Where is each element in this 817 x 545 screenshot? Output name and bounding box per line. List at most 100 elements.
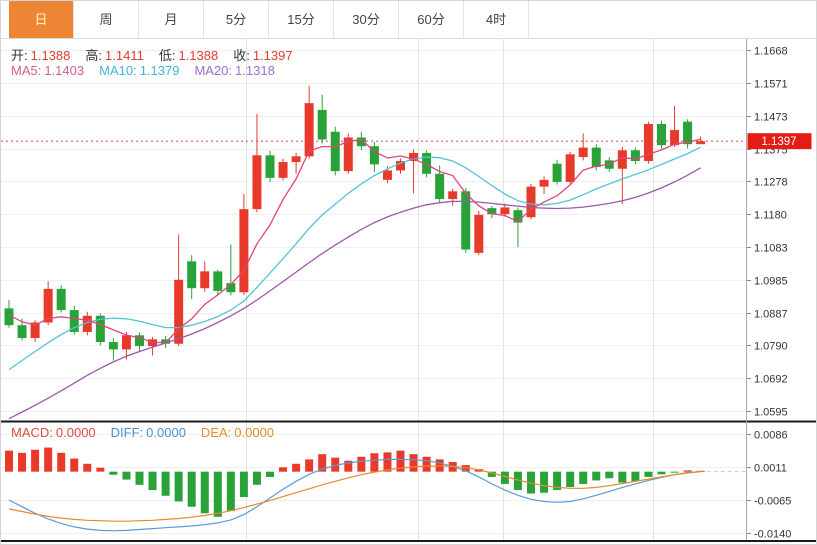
tab-hour4[interactable]: 4时 [464,1,529,38]
macd-tick-label: -0.0140 [754,529,791,541]
tab-min5[interactable]: 5分 [204,1,269,38]
candle-body [265,155,275,178]
candle-body [526,186,536,218]
price-tick-label: 1.1571 [754,79,788,91]
tab-min15[interactable]: 15分 [269,1,334,38]
macd-bar [592,471,601,481]
macd-bar [513,471,522,491]
macd-bar [57,452,66,472]
candle-body [643,124,653,162]
candle-body [630,150,640,162]
macd-bar [226,471,235,512]
price-tick-label: 1.0985 [754,276,788,288]
macd-bar [187,471,196,507]
price-tick-label: 1.1180 [754,210,787,222]
macd-bar [657,471,666,475]
ma10-line [8,146,701,371]
macd-bar [566,471,575,488]
macd-bar [409,454,418,472]
candle-body [565,154,575,182]
tab-week[interactable]: 周 [74,1,139,38]
candle-body [82,315,92,332]
candle-body [135,335,144,347]
macd-bar [200,471,209,514]
macd-bar [109,471,118,475]
candle-body [696,141,706,145]
macd-bar [96,467,105,472]
macd-bar [696,470,705,472]
candle-body [187,261,197,289]
macd-bar [279,467,288,472]
macd-bar [605,471,614,479]
candle-body [382,170,392,180]
candle-body [200,271,210,289]
candle-body [30,322,40,338]
candle-body [657,124,666,146]
macd-bar [331,457,340,472]
candle-body [500,207,510,215]
price-tick-label: 1.1668 [754,46,788,58]
candle-body [69,310,79,332]
candle-body [474,214,484,253]
macd-tick-label: -0.0065 [754,496,791,508]
tab-min60[interactable]: 60分 [399,1,464,38]
candles [4,85,706,361]
macd-bar [579,471,588,484]
candle-body [174,279,184,344]
candle-body [578,147,588,157]
candle-body [43,288,53,323]
candle-body [396,161,405,171]
macd-bar [252,471,261,485]
macd-bar [70,458,79,472]
macd-bar [83,463,92,472]
candle-body [461,191,471,250]
candle-body [304,103,314,157]
price-tick-label: 1.1083 [754,243,788,255]
macd-tick-label: 0.0086 [754,430,788,442]
macd-bar [239,471,248,498]
price-gridlines [1,50,751,412]
macd-bar [174,471,183,502]
macd-bar [396,450,405,472]
macd-bar [540,471,549,493]
candle-body [539,179,549,187]
tab-min30[interactable]: 30分 [334,1,399,38]
candle-body [448,191,458,200]
last-price-badge-text: 1.1397 [761,136,796,148]
candle-body [278,162,288,178]
candle-body [17,325,27,338]
macd-bar [305,459,314,472]
candle-body [409,152,419,162]
macd-bar [266,471,274,477]
tab-month[interactable]: 月 [139,1,204,38]
ma20-line [8,167,701,420]
price-tick-label: 1.1278 [754,177,788,189]
dea-line [8,465,701,522]
macd-bar [344,460,353,472]
macd-bar [292,463,301,472]
price-tick-label: 1.1473 [754,112,788,124]
candle-body [330,131,340,172]
macd-bar [500,471,509,484]
macd-bar [135,471,144,485]
price-tick-label: 1.0692 [754,374,788,386]
candle-body [552,163,562,182]
macd-bar [122,471,131,480]
candle-body [56,288,66,311]
tab-day[interactable]: 日 [9,1,74,38]
price-tick-label: 1.0790 [754,341,788,353]
axes [1,39,816,542]
macd-histogram [5,447,705,517]
candle-body [670,130,680,146]
candle-body [95,315,105,343]
macd-bar [683,470,692,472]
price-tick-label: 1.0887 [754,309,788,321]
candle-body [108,342,118,350]
candle-body [4,308,14,326]
macd-bar [383,452,392,472]
macd-bar [487,471,496,477]
candle-body [291,156,301,163]
macd-bar [370,453,379,472]
